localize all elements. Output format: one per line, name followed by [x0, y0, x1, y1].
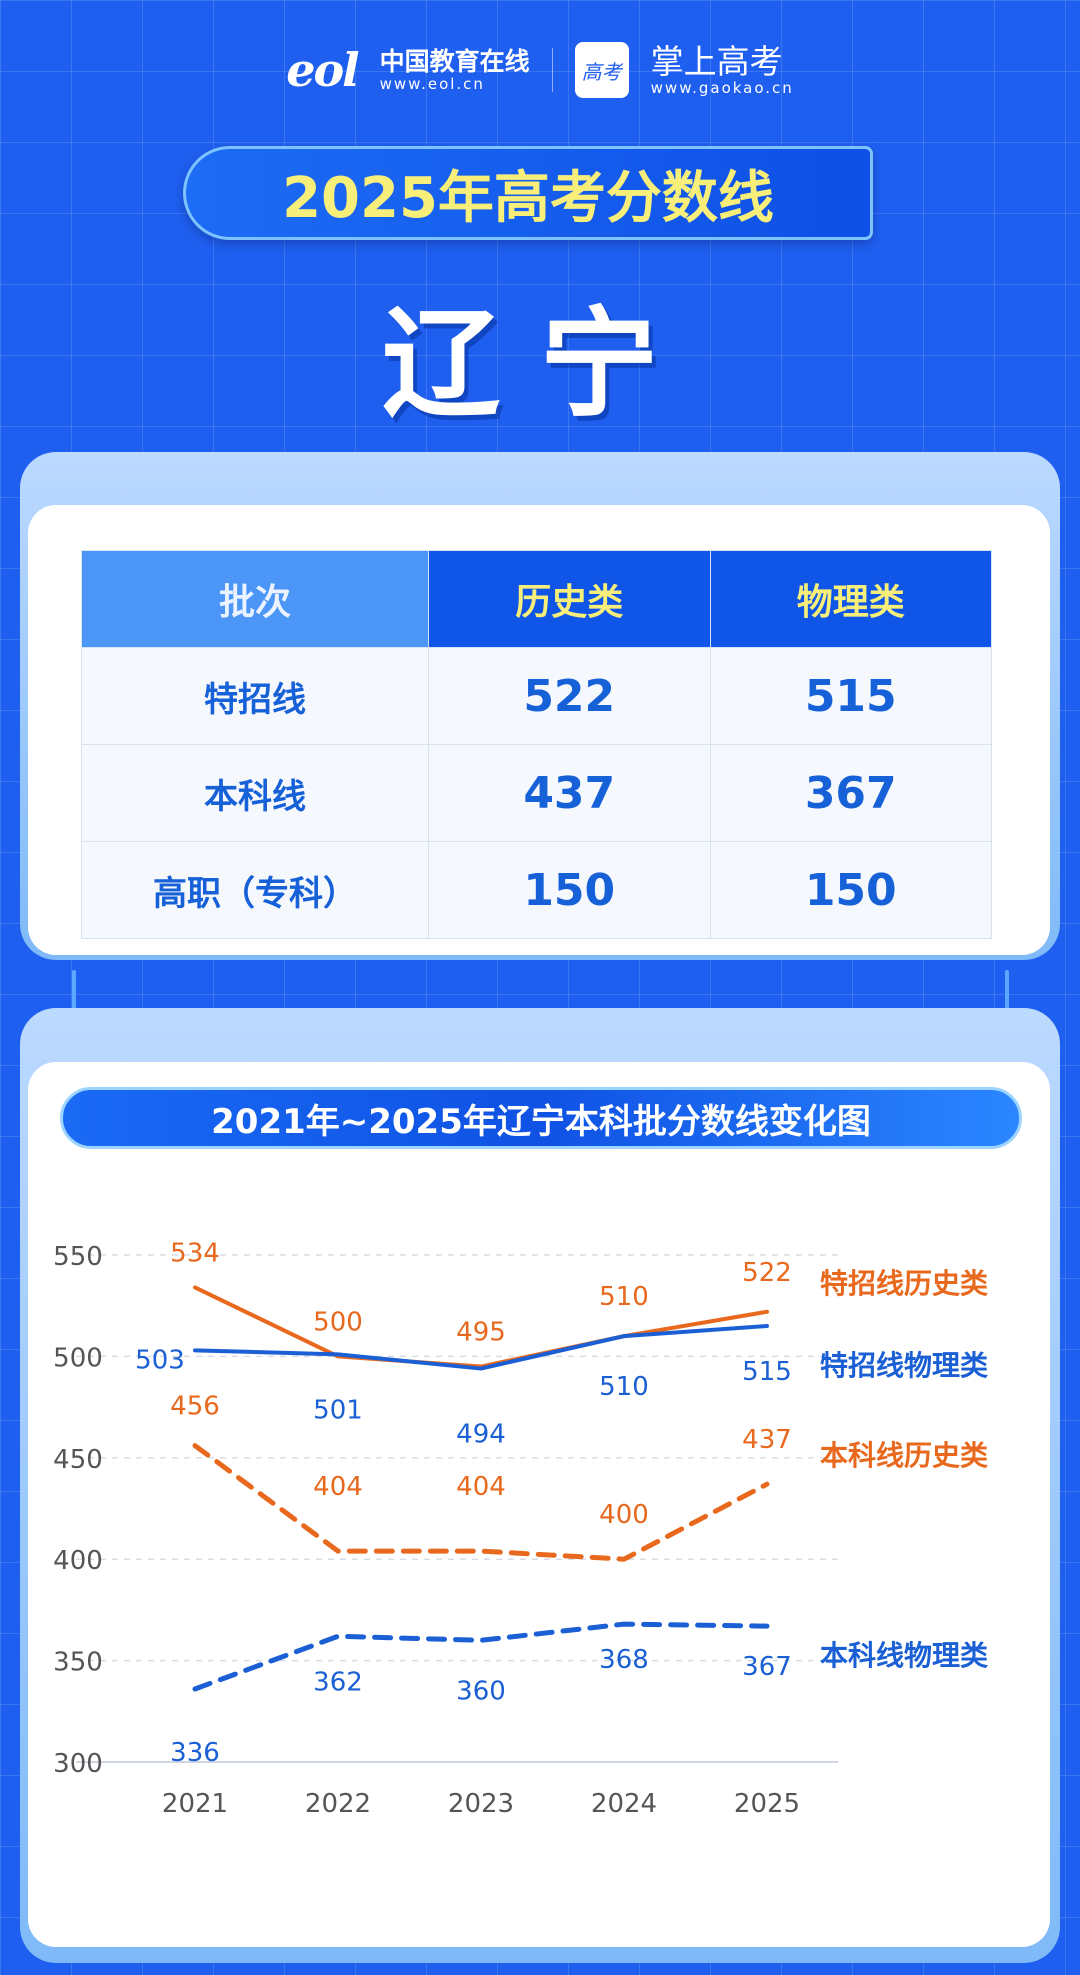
x-tick-label: 2022: [305, 1789, 371, 1819]
data-label: 510: [599, 1282, 649, 1312]
data-label: 501: [313, 1395, 363, 1425]
data-label: 522: [742, 1258, 792, 1288]
legend-label: 本科线历史类: [820, 1439, 988, 1472]
chart-title: 2021年~2025年辽宁本科批分数线变化图: [60, 1087, 1022, 1149]
data-label: 362: [313, 1667, 363, 1697]
y-tick-label: 550: [53, 1242, 103, 1272]
gaokao-brand: 掌上高考 www.gaokao.cn: [650, 41, 794, 97]
data-label: 456: [170, 1392, 220, 1422]
table-row: 本科线 437 367: [81, 744, 992, 842]
data-label: 500: [313, 1307, 363, 1337]
data-label: 503: [135, 1345, 185, 1375]
physics-score: 515: [709, 647, 992, 745]
series-line: [192, 1443, 770, 1562]
row-label: 本科线: [81, 744, 429, 842]
eol-brand: 中国教育在线 www.eol.cn: [380, 48, 530, 92]
data-label: 404: [313, 1472, 363, 1502]
physics-score: 367: [709, 744, 992, 842]
logo-row: eol 中国教育在线 www.eol.cn 高考 掌上高考 www.gaokao…: [0, 30, 1080, 110]
table-row: 特招线 522 515: [81, 647, 992, 745]
data-label: 510: [599, 1372, 649, 1402]
data-label: 534: [170, 1238, 220, 1268]
y-tick-label: 350: [53, 1648, 103, 1678]
data-label: 400: [599, 1500, 649, 1530]
title-banner: 2025年高考分数线: [183, 146, 873, 240]
legend-label: 本科线物理类: [820, 1639, 988, 1672]
data-label: 494: [456, 1420, 506, 1450]
y-tick-label: 500: [53, 1343, 103, 1373]
eol-name: 中国教育在线: [379, 47, 530, 76]
data-label: 404: [456, 1472, 506, 1502]
y-tick-label: 300: [53, 1749, 103, 1779]
x-tick-label: 2024: [591, 1789, 657, 1819]
column-header: 历史类: [428, 550, 711, 648]
physics-score: 150: [709, 841, 992, 939]
x-tick-label: 2021: [162, 1789, 228, 1819]
history-score: 522: [428, 647, 711, 745]
gaokao-url: www.gaokao.cn: [650, 78, 794, 97]
series-line: [192, 1621, 770, 1692]
data-label: 368: [599, 1645, 649, 1675]
table-row: 高职（专科） 150 150: [81, 841, 992, 939]
data-label: 515: [742, 1357, 792, 1387]
chart-card: [28, 1062, 1050, 1947]
gaokao-logo-icon: 高考: [574, 42, 629, 98]
x-tick-label: 2023: [448, 1789, 514, 1819]
y-tick-label: 450: [53, 1445, 103, 1475]
logo-divider: [551, 48, 553, 92]
gaokao-name: 掌上高考: [650, 41, 783, 81]
legend-label: 特招线历史类: [820, 1267, 988, 1300]
data-label: 367: [742, 1652, 792, 1682]
data-label: 495: [456, 1318, 506, 1348]
eol-logo: eol: [286, 43, 359, 97]
legend-label: 特招线物理类: [820, 1349, 988, 1382]
x-tick-label: 2025: [734, 1789, 800, 1819]
data-label: 336: [170, 1738, 220, 1768]
history-score: 150: [428, 841, 711, 939]
eol-url: www.eol.cn: [379, 74, 485, 93]
row-label: 特招线: [81, 647, 429, 745]
score-table: 批次 历史类 物理类 特招线 522 515 本科线 437 367 高职（专科…: [81, 550, 992, 939]
column-header: 物理类: [709, 550, 992, 648]
series-line: [193, 1323, 769, 1371]
province-title: 辽宁: [381, 295, 698, 433]
data-label: 360: [456, 1676, 506, 1706]
row-label: 高职（专科）: [81, 841, 429, 939]
y-tick-label: 400: [53, 1546, 103, 1576]
data-label: 437: [742, 1425, 792, 1455]
history-score: 437: [428, 744, 711, 842]
